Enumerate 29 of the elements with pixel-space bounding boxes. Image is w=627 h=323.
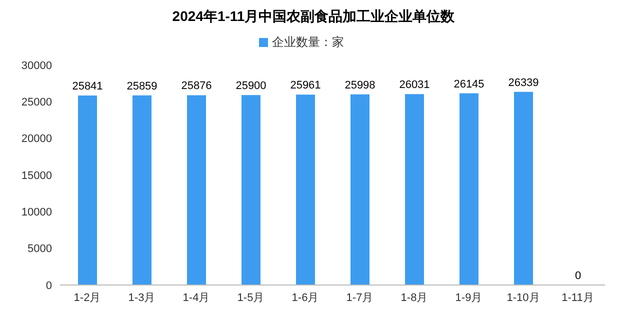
legend-label: 企业数量：家 — [272, 35, 344, 49]
y-tick-label: 30000 — [21, 60, 52, 72]
data-label: 25841 — [72, 80, 103, 92]
data-label: 26031 — [399, 79, 430, 92]
x-tick-label: 1-3月 — [128, 292, 156, 304]
data-label: 0 — [574, 270, 582, 282]
x-tick-label: 1-9月 — [455, 292, 482, 304]
y-tick-label: 20000 — [21, 133, 52, 146]
data-label: 25900 — [236, 80, 266, 92]
x-tick-label: 1-7月 — [346, 292, 374, 304]
data-label: 25998 — [344, 79, 376, 92]
data-label: 25859 — [126, 80, 158, 92]
x-tick-label: 1-8月 — [400, 292, 428, 304]
x-tick-label: 1-10月 — [506, 292, 540, 304]
y-tick-label: 10000 — [21, 206, 52, 219]
x-tick-label: 1-2月 — [74, 292, 101, 304]
y-tick-label: 5000 — [28, 243, 52, 256]
x-tick-label: 1-5月 — [237, 292, 264, 304]
chart-title: 2024年1-11月中国农副食品加工业企业单位数 — [171, 8, 456, 26]
data-label: 26339 — [508, 76, 539, 89]
data-label: 25961 — [290, 80, 321, 92]
y-tick-label: 15000 — [21, 170, 52, 182]
y-tick-label: 25000 — [21, 96, 52, 109]
data-label: 25876 — [181, 80, 212, 92]
x-tick-label: 1-6月 — [292, 292, 319, 304]
x-tick-label: 1-4月 — [182, 292, 210, 304]
x-tick-label: 1-11月 — [562, 292, 594, 304]
y-tick-label: 0 — [46, 280, 52, 292]
data-label: 26145 — [454, 78, 484, 90]
